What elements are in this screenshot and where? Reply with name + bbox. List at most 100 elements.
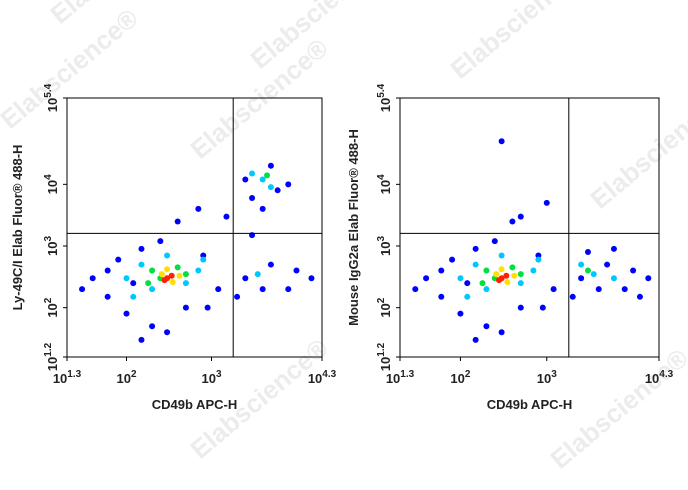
tick-exponent: 2 (465, 369, 471, 380)
event-dot (174, 264, 181, 271)
tick-base: 10 (378, 357, 393, 371)
tick-exponent: 4.3 (659, 369, 673, 380)
tick-base: 10 (378, 98, 393, 112)
event-dot (491, 238, 498, 245)
event-dot (195, 205, 202, 212)
event-dot (539, 304, 546, 311)
plot-frame (399, 97, 660, 358)
event-dot (79, 286, 86, 293)
watermark: Elabscience® (445, 0, 594, 85)
x-tick-label: 104.3 (308, 369, 337, 386)
event-dot (274, 187, 281, 194)
event-dot (138, 261, 145, 268)
event-dot (584, 267, 591, 274)
tick-base: 10 (116, 371, 130, 386)
event-dot (509, 264, 516, 271)
event-dot (412, 286, 419, 293)
tick-exponent: 4.3 (322, 369, 336, 380)
event-dot (138, 336, 145, 343)
event-dot (204, 304, 211, 311)
tick-base: 10 (45, 242, 60, 256)
event-dot (457, 310, 464, 317)
event-dot (483, 267, 490, 274)
event-dot (130, 293, 137, 300)
event-dot (138, 245, 145, 252)
event-dot (242, 176, 249, 183)
event-dot (464, 293, 471, 300)
event-dot (174, 218, 181, 225)
event-dot (498, 138, 505, 145)
event-dot (267, 162, 274, 169)
event-dot (267, 261, 274, 268)
event-dot (223, 213, 230, 220)
event-dot (511, 272, 518, 279)
event-dot (200, 256, 207, 263)
event-dot (168, 272, 175, 279)
event-dot (267, 184, 274, 191)
event-dot (149, 323, 156, 330)
tick-base: 10 (378, 242, 393, 256)
event-dot (530, 267, 537, 274)
event-dot (89, 275, 96, 282)
tick-exponent: 1.2 (376, 342, 387, 356)
event-dot (464, 280, 471, 287)
watermark: Elabscience® (585, 83, 688, 215)
event-dot (569, 293, 576, 300)
event-dot (215, 286, 222, 293)
plot: 101.3 102 103 104.3101.2102103104105.4CD49b… (10, 83, 337, 412)
event-dot (503, 272, 510, 279)
event-dot (234, 293, 241, 300)
watermarks: Elabscience® Elabscience® Elabscience® E… (0, 0, 688, 475)
tick-exponent: 5.4 (376, 83, 387, 97)
event-dot (249, 170, 256, 177)
y-tick-label: 104 (43, 174, 60, 194)
event-dot (123, 310, 130, 317)
tick-exponent: 1.3 (67, 369, 81, 380)
x-tick-label: 103 (201, 369, 221, 386)
tick-exponent: 5.4 (43, 83, 54, 97)
x-axis-label: CD49b APC-H (487, 397, 572, 412)
event-dot (259, 176, 266, 183)
event-dot (504, 279, 511, 286)
tick-base: 10 (45, 180, 60, 194)
tick-exponent: 3 (43, 236, 54, 242)
event-dot (259, 205, 266, 212)
tick-exponent: 4 (43, 174, 54, 180)
event-dot (479, 280, 486, 287)
event-dot (543, 199, 550, 206)
tick-exponent: 4 (376, 174, 387, 180)
y-tick-label: 105.4 (43, 83, 60, 112)
event-dot (249, 195, 256, 202)
event-dot (164, 266, 171, 273)
event-dot (630, 267, 637, 274)
event-dot (449, 256, 456, 263)
tick-base: 10 (450, 371, 464, 386)
event-dot (254, 271, 261, 278)
event-dot (517, 213, 524, 220)
event-dot (604, 261, 611, 268)
event-dot (498, 252, 505, 259)
event-dot (104, 267, 111, 274)
event-dot (457, 275, 464, 282)
tick-base: 10 (308, 371, 322, 386)
event-dot (610, 245, 617, 252)
tick-exponent: 2 (376, 297, 387, 303)
tick-exponent: 3 (216, 369, 222, 380)
event-dot (161, 277, 168, 284)
tick-base: 10 (53, 371, 67, 386)
event-dot (584, 248, 591, 255)
x-tick-label: 103 (537, 369, 557, 386)
event-dot (242, 275, 249, 282)
event-dot (610, 275, 617, 282)
event-dot (535, 252, 542, 259)
x-tick-label: 102 (116, 369, 136, 386)
event-dot (472, 245, 479, 252)
event-dot (149, 286, 156, 293)
event-dot (498, 329, 505, 336)
event-dot (517, 271, 524, 278)
event-dot (182, 271, 189, 278)
event-dot (438, 293, 445, 300)
event-dot (145, 280, 152, 287)
event-dot (595, 286, 602, 293)
